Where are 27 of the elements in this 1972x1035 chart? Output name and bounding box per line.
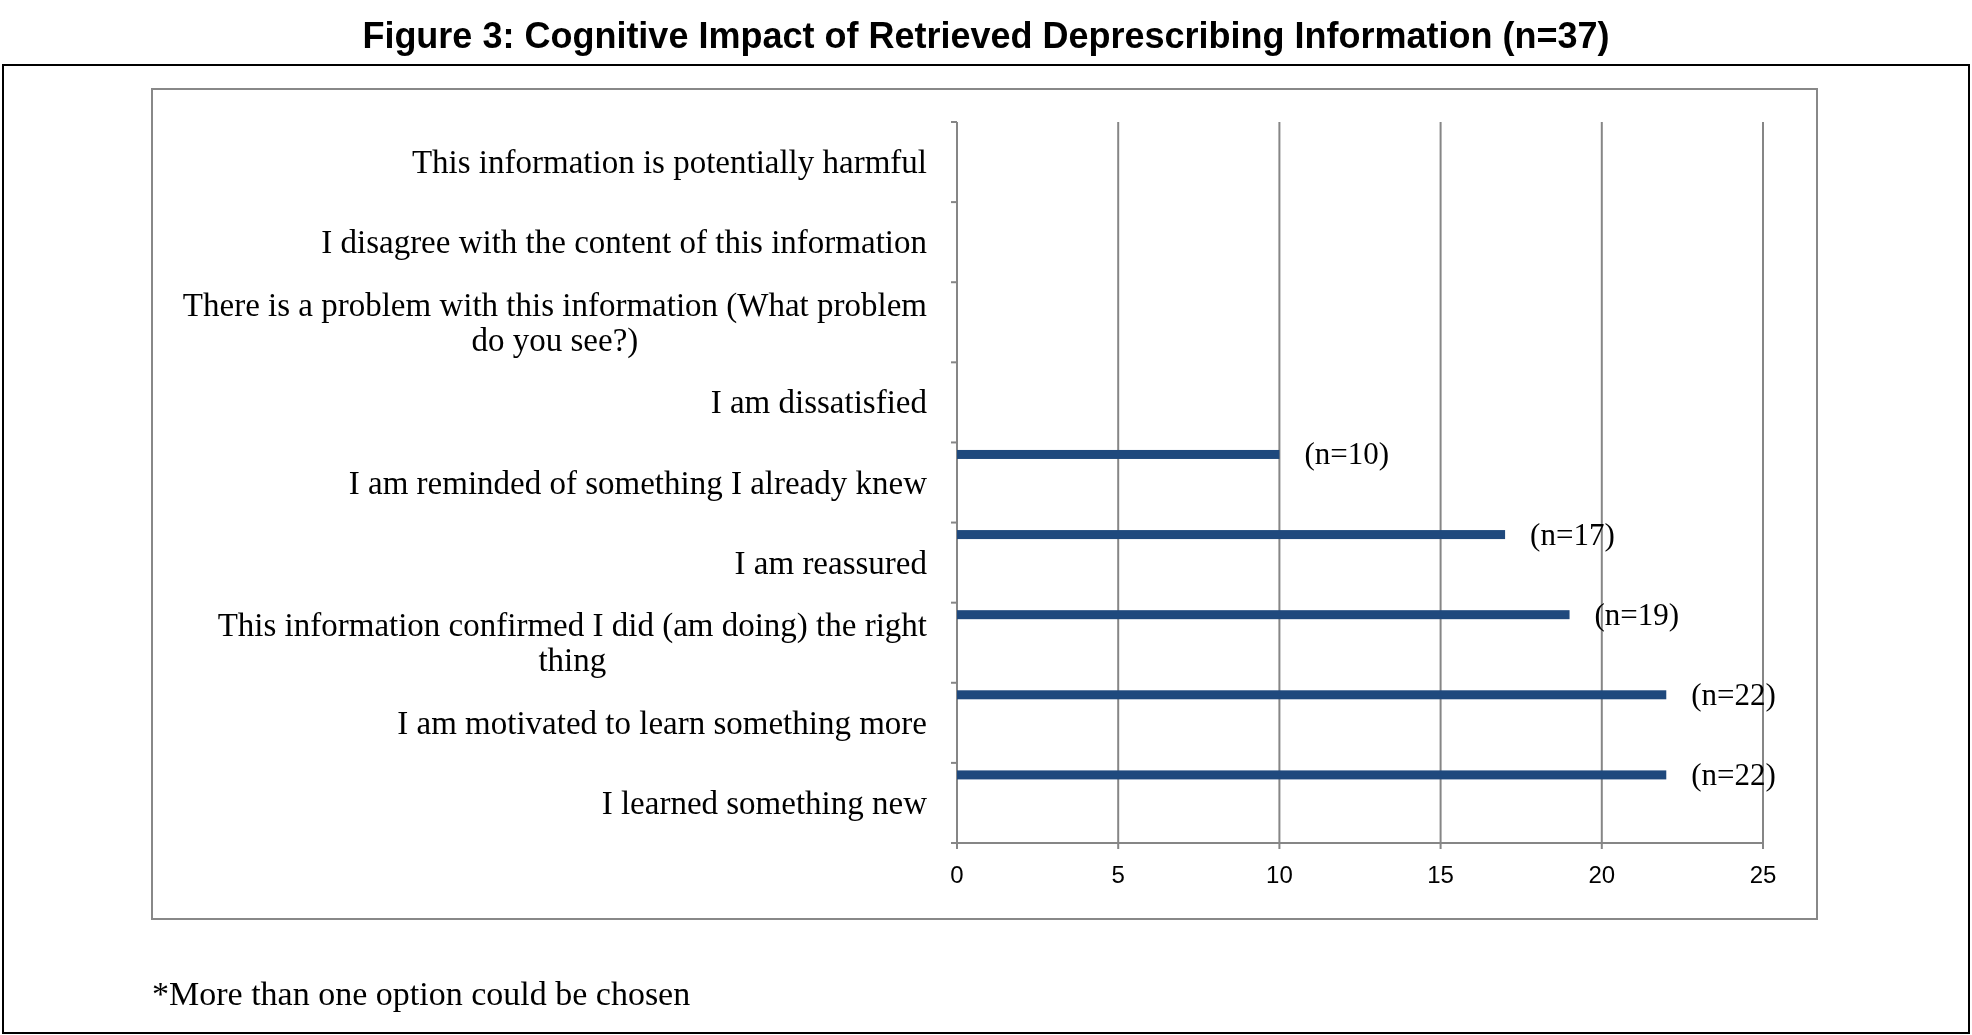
x-tick-label: 0 xyxy=(950,861,964,888)
x-tick-label: 5 xyxy=(1111,861,1125,888)
bar xyxy=(957,690,1667,700)
y-tick-label: I learned something new xyxy=(601,784,928,821)
y-tick-label: There is a problem with this information (What problem do you see?) xyxy=(182,286,928,359)
y-tick-label: This information is potentially harmful xyxy=(411,144,927,181)
bar xyxy=(957,449,1280,459)
y-tick-label: I disagree with the content of this information xyxy=(321,224,927,261)
bar xyxy=(957,530,1506,540)
data-label: (n=22) xyxy=(1691,676,1776,712)
bar xyxy=(957,610,1570,620)
bar xyxy=(957,770,1667,780)
x-tick-label: 10 xyxy=(1266,861,1293,888)
y-tick-label: I am reminded of something I already knew xyxy=(348,464,928,501)
chart-title: Figure 3: Cognitive Impact of Retrieved Deprescribing Information (n=37) xyxy=(362,15,1610,56)
data-label: (n=10) xyxy=(1304,436,1390,472)
data-label: (n=17) xyxy=(1530,516,1615,552)
data-label: (n=19) xyxy=(1594,596,1680,632)
y-tick-label: I am reassured xyxy=(734,544,928,581)
data-label: (n=22) xyxy=(1691,756,1776,792)
x-tick-label: 25 xyxy=(1749,861,1777,888)
text: *More than one option could be chosen xyxy=(152,975,691,1012)
x-tick-label: 15 xyxy=(1427,861,1454,888)
y-tick-label: I am motivated to learn something more xyxy=(397,704,927,741)
y-tick-label: I am dissatisfied xyxy=(710,384,928,421)
x-tick-label: 20 xyxy=(1588,861,1616,888)
y-tick-label: This information confirmed I did (am doing) the right thing xyxy=(217,607,927,679)
